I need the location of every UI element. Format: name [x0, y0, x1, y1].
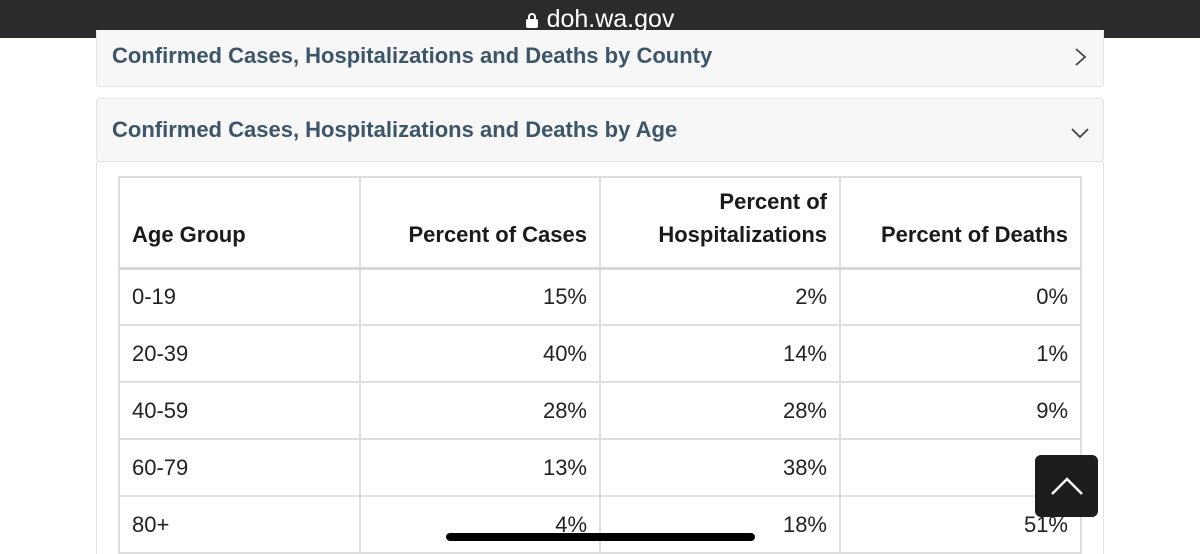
cell-cases: 15% — [359, 267, 601, 326]
cell-age: 40-59 — [118, 381, 361, 440]
cell-hosp: 18% — [599, 495, 841, 554]
chevron-right-icon[interactable] — [1069, 46, 1091, 68]
cell-deaths: 0% — [839, 267, 1082, 326]
accordion-county-title[interactable]: Confirmed Cases, Hospitalizations and De… — [112, 43, 713, 68]
header-age-group: Age Group — [118, 176, 361, 270]
lock-icon — [525, 12, 538, 28]
header-percent-hospitalizations: Percent of Hospitalizations — [599, 176, 841, 270]
age-table: Age Group Percent of Cases Percent of Hos… — [118, 176, 1082, 554]
cell-age: 60-79 — [118, 438, 361, 497]
table-header-row: Age Group Percent of Cases Percent of Hos… — [118, 176, 1082, 270]
table-row: 20-39 40% 14% 1% — [118, 324, 1082, 383]
scroll-to-top-button[interactable] — [1035, 455, 1098, 517]
cell-cases: 28% — [359, 381, 601, 440]
cell-cases: 40% — [359, 324, 601, 383]
home-indicator[interactable] — [446, 533, 755, 541]
chevron-up-icon — [1051, 477, 1083, 495]
header-hosp-line1: Percent of — [719, 188, 827, 214]
cell-hosp: 2% — [599, 267, 841, 326]
table-row: 60-79 13% 38% 3 — [118, 438, 1082, 497]
header-hosp-line2: Hospitalizations — [658, 221, 827, 247]
accordion-age[interactable]: Confirmed Cases, Hospitalizations and De… — [96, 98, 1104, 162]
cell-age: 0-19 — [118, 267, 361, 326]
chevron-down-icon[interactable] — [1069, 121, 1091, 143]
cell-deaths: 1% — [839, 324, 1082, 383]
cell-cases: 13% — [359, 438, 601, 497]
cell-cases: 4% — [359, 495, 601, 554]
accordion-age-title[interactable]: Confirmed Cases, Hospitalizations and De… — [112, 117, 678, 142]
cell-age: 80+ — [118, 495, 361, 554]
cell-deaths: 9% — [839, 381, 1082, 440]
cell-age: 20-39 — [118, 324, 361, 383]
table-row: 80+ 4% 18% 51% — [118, 495, 1082, 554]
url-text[interactable]: doh.wa.gov — [546, 4, 675, 33]
cell-hosp: 28% — [599, 381, 841, 440]
table-row: 40-59 28% 28% 9% — [118, 381, 1082, 440]
cell-hosp: 14% — [599, 324, 841, 383]
table-row: 0-19 15% 2% 0% — [118, 267, 1082, 326]
header-percent-cases: Percent of Cases — [359, 176, 601, 270]
cell-hosp: 38% — [599, 438, 841, 497]
header-percent-deaths: Percent of Deaths — [839, 176, 1082, 270]
accordion-county[interactable]: Confirmed Cases, Hospitalizations and De… — [96, 30, 1104, 87]
